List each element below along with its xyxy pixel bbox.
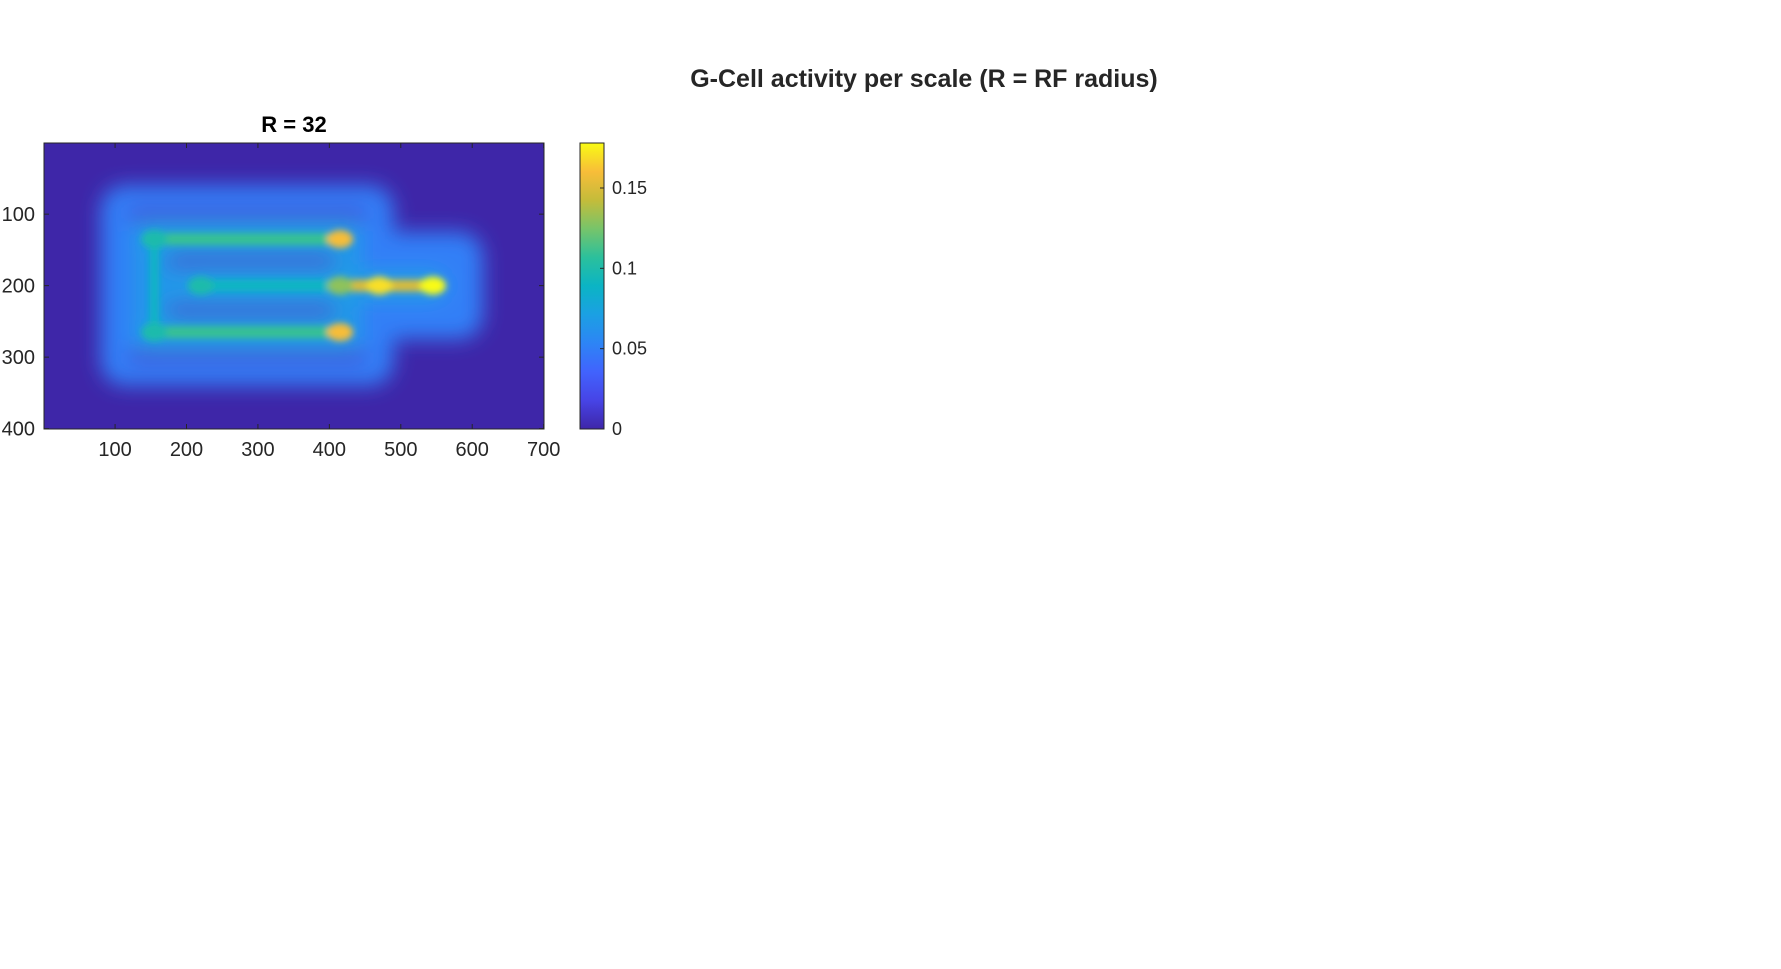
colorbar: 0 0.05 0.1 0.15 [579, 142, 647, 439]
hotspot [141, 230, 168, 249]
heatmap-field [100, 185, 483, 386]
y-tick-label: 400 [2, 419, 35, 441]
x-tick-label: 100 [98, 439, 131, 461]
hotspot [187, 276, 214, 295]
y-tick-label: 300 [2, 347, 35, 369]
x-tick-label: 200 [170, 439, 203, 461]
hotspot [141, 323, 168, 342]
hotspot [327, 323, 354, 342]
hotspot [366, 276, 393, 295]
x-tick-label: 700 [527, 439, 560, 461]
colorbar-tick-label: 0.1 [612, 258, 637, 278]
x-tick-label: 500 [384, 439, 417, 461]
ridge-layer [141, 230, 446, 342]
hotspot [419, 276, 446, 295]
colorbar-gradient [579, 142, 605, 430]
hotspot [327, 230, 354, 249]
axes-title: R = 32 [261, 112, 327, 137]
y-tick-label: 200 [2, 276, 35, 298]
colorbar-tick-label: 0.15 [612, 178, 647, 198]
y-tick-label: 100 [2, 204, 35, 226]
colorbar-tick-label: 0.05 [612, 339, 647, 359]
heatmap-image [43, 142, 545, 430]
axis-ticks: 100 200 300 400 500 600 700 100 200 300 400 [2, 143, 560, 461]
figure-supertitle: G-Cell activity per scale (R = RF radius… [690, 65, 1158, 93]
hotspot [327, 276, 354, 295]
x-tick-label: 400 [313, 439, 346, 461]
colorbar-tick-label: 0 [612, 419, 622, 439]
x-tick-label: 300 [241, 439, 274, 461]
x-tick-label: 600 [456, 439, 489, 461]
